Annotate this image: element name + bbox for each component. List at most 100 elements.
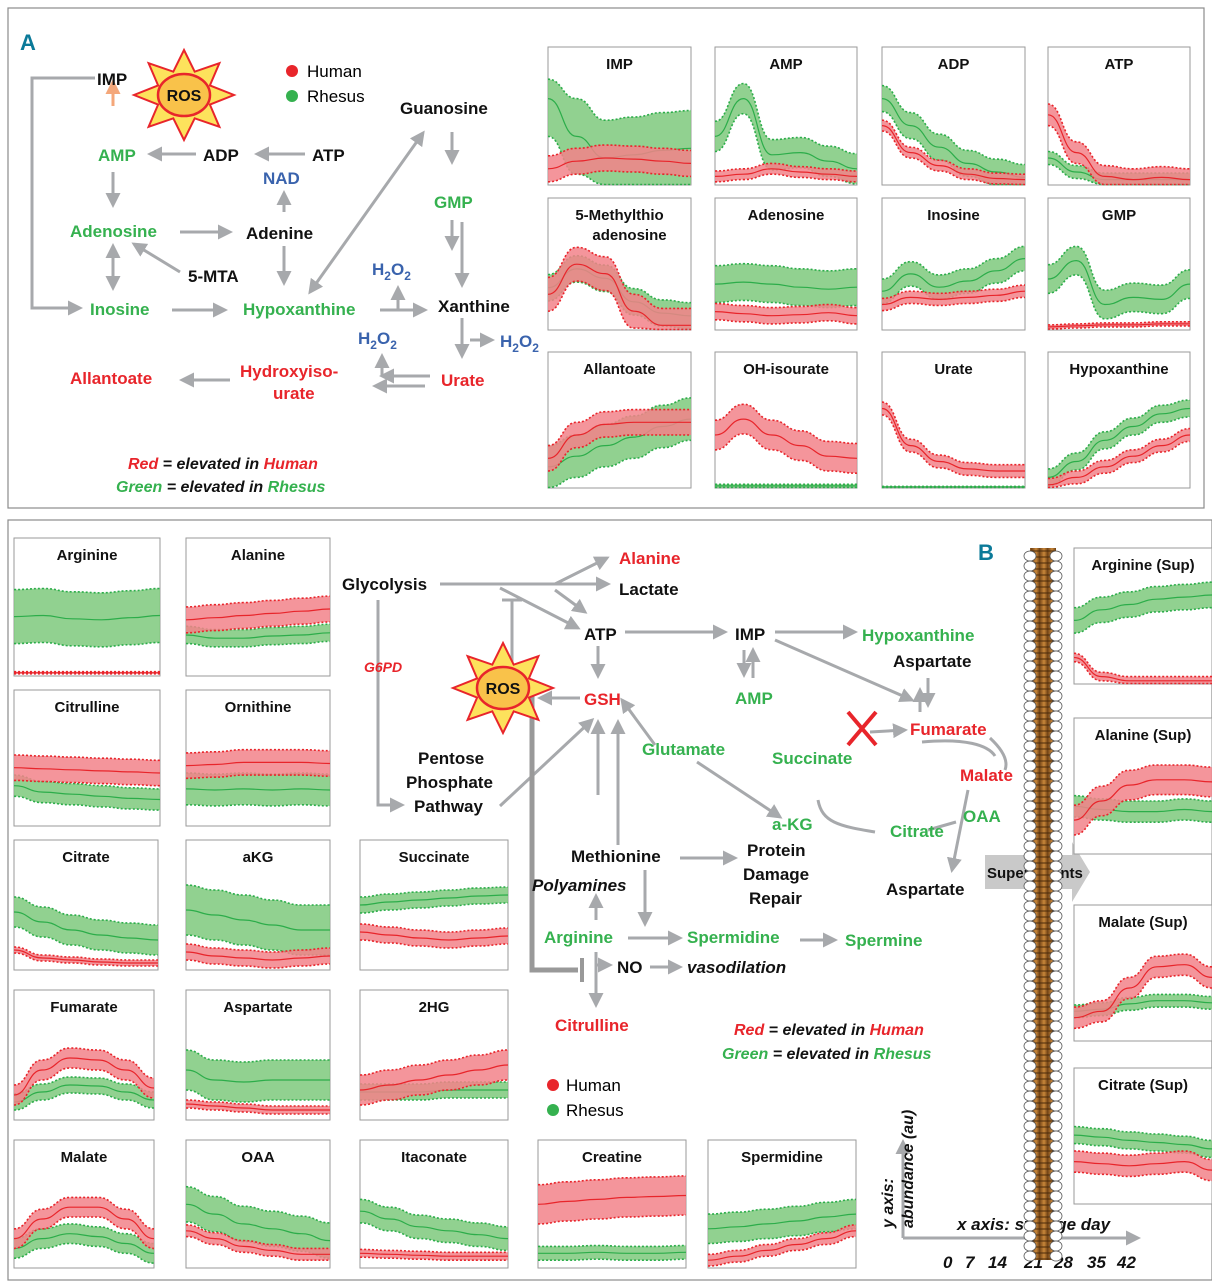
node-amp: AMP bbox=[735, 689, 773, 708]
panel-a-chart: Inosine bbox=[881, 197, 1026, 331]
chart-title: Succinate bbox=[399, 849, 470, 866]
node-no: NO bbox=[617, 958, 643, 977]
node-polyamines: Polyamines bbox=[532, 876, 627, 895]
panel-a-chart: ADP bbox=[881, 46, 1026, 186]
band-lower bbox=[881, 414, 1025, 479]
node-hypoxanthine: Hypoxanthine bbox=[862, 626, 974, 645]
pathway-arrows-a bbox=[30, 76, 495, 394]
band-upper bbox=[714, 302, 858, 309]
panel-b-chart: Citrulline bbox=[13, 689, 161, 827]
node-hydroxyisourate-2: urate bbox=[273, 384, 315, 403]
panel-a-chart: IMP bbox=[547, 46, 692, 186]
legend-human-dot bbox=[547, 1079, 559, 1091]
panel-b-chart: aKG bbox=[185, 839, 331, 971]
band-mean-line bbox=[13, 1057, 155, 1096]
panel-a-chart: Hypoxanthine bbox=[1047, 351, 1191, 489]
chart-title: Arginine bbox=[57, 547, 118, 564]
chart-title: ATP bbox=[1105, 56, 1134, 73]
band-mean-line bbox=[359, 1064, 509, 1091]
panel-b-chart: Arginine bbox=[13, 537, 161, 677]
band-mean-line bbox=[1047, 434, 1191, 486]
node-alanine: Alanine bbox=[619, 549, 680, 568]
band-fill bbox=[186, 749, 330, 779]
band-upper bbox=[185, 595, 331, 608]
node-adp: ADP bbox=[203, 146, 239, 165]
band-lower bbox=[359, 1097, 508, 1101]
node-lactate: Lactate bbox=[619, 580, 679, 599]
panel-b-chart: Succinate bbox=[359, 839, 509, 971]
band-upper bbox=[13, 774, 161, 790]
band-fill bbox=[14, 897, 158, 955]
panel-b-chart: Malate (Sup) bbox=[1073, 904, 1212, 1042]
band-lower bbox=[881, 130, 1026, 186]
band-fill bbox=[14, 775, 160, 811]
band-upper bbox=[714, 162, 858, 172]
band-upper bbox=[547, 246, 691, 310]
band-lower bbox=[13, 952, 158, 967]
band-lower bbox=[185, 803, 331, 807]
chart-title: Malate (Sup) bbox=[1098, 914, 1187, 931]
node-glutamate: Glutamate bbox=[642, 740, 725, 759]
band-upper bbox=[881, 284, 1026, 300]
band-upper bbox=[13, 1047, 155, 1086]
band-lower bbox=[185, 1089, 330, 1103]
band-mean-line bbox=[13, 1084, 155, 1103]
legend-human: Human bbox=[566, 1076, 621, 1095]
band-fill bbox=[186, 1186, 330, 1259]
chart-title: Creatine bbox=[582, 1149, 642, 1166]
band-mean-line bbox=[1073, 1160, 1212, 1171]
band-mean-line bbox=[881, 258, 1026, 292]
band-lower bbox=[13, 779, 161, 787]
band-fill bbox=[186, 1050, 330, 1102]
band-upper bbox=[547, 78, 692, 122]
node-malate: Malate bbox=[960, 766, 1013, 785]
band-mean-line bbox=[185, 1069, 330, 1083]
band-mean-line bbox=[185, 761, 331, 767]
band-fill bbox=[715, 303, 857, 324]
band-upper bbox=[714, 262, 858, 272]
band-mean-line bbox=[707, 1213, 857, 1230]
note-red: Red = elevated in Human bbox=[128, 456, 318, 473]
ros-sun-icon: ROS bbox=[450, 640, 556, 736]
node-h2o2-1: H2O2 bbox=[372, 260, 411, 283]
band-lower bbox=[13, 1242, 155, 1264]
legend-rhesus-dot bbox=[547, 1104, 559, 1116]
panel-a-chart: 5-Methylthio adenosine bbox=[547, 197, 692, 331]
band-fill bbox=[14, 588, 160, 647]
node-h2o2-3: H2O2 bbox=[500, 332, 539, 355]
chart-title: 2HG bbox=[419, 999, 450, 1016]
band-mean-line bbox=[13, 785, 161, 801]
band-mean-line bbox=[1073, 964, 1212, 1019]
node-pentose-3: Pathway bbox=[414, 797, 484, 816]
band-lower bbox=[547, 439, 692, 489]
band-lower bbox=[1073, 816, 1212, 824]
panel-a-chart: ATP bbox=[1047, 46, 1191, 186]
band-upper bbox=[185, 1224, 330, 1250]
band-mean-line bbox=[185, 1230, 330, 1255]
band-upper bbox=[881, 119, 1026, 175]
band-fill bbox=[14, 1048, 154, 1105]
panel-b-chart: Alanine (Sup) bbox=[1073, 717, 1212, 855]
y-axis-label-1: y axis: bbox=[880, 1178, 897, 1229]
band-fill bbox=[186, 885, 330, 955]
band-mean-line bbox=[714, 311, 858, 317]
band-lower bbox=[714, 173, 858, 183]
band-mean-line bbox=[185, 608, 331, 621]
chart-title-line-2: adenosine bbox=[592, 227, 666, 244]
band-lower bbox=[185, 774, 331, 780]
panel-b-chart: Citrate bbox=[13, 839, 159, 971]
band-upper bbox=[1047, 245, 1191, 292]
note-green: Green = elevated in Rhesus bbox=[116, 479, 326, 496]
band-mean-line bbox=[714, 168, 858, 177]
band-mean-line bbox=[881, 98, 1026, 178]
node-gsh: GSH bbox=[584, 690, 621, 709]
band-fill bbox=[1074, 653, 1212, 684]
pathway-arrows-b bbox=[376, 556, 1008, 1008]
chart-title: ADP bbox=[938, 56, 970, 73]
band-mean-line bbox=[881, 125, 1026, 181]
band-mean-line bbox=[538, 1251, 687, 1254]
chart-title: Alanine (Sup) bbox=[1095, 727, 1192, 744]
band-fill bbox=[1048, 400, 1190, 486]
band-upper bbox=[1047, 320, 1190, 326]
